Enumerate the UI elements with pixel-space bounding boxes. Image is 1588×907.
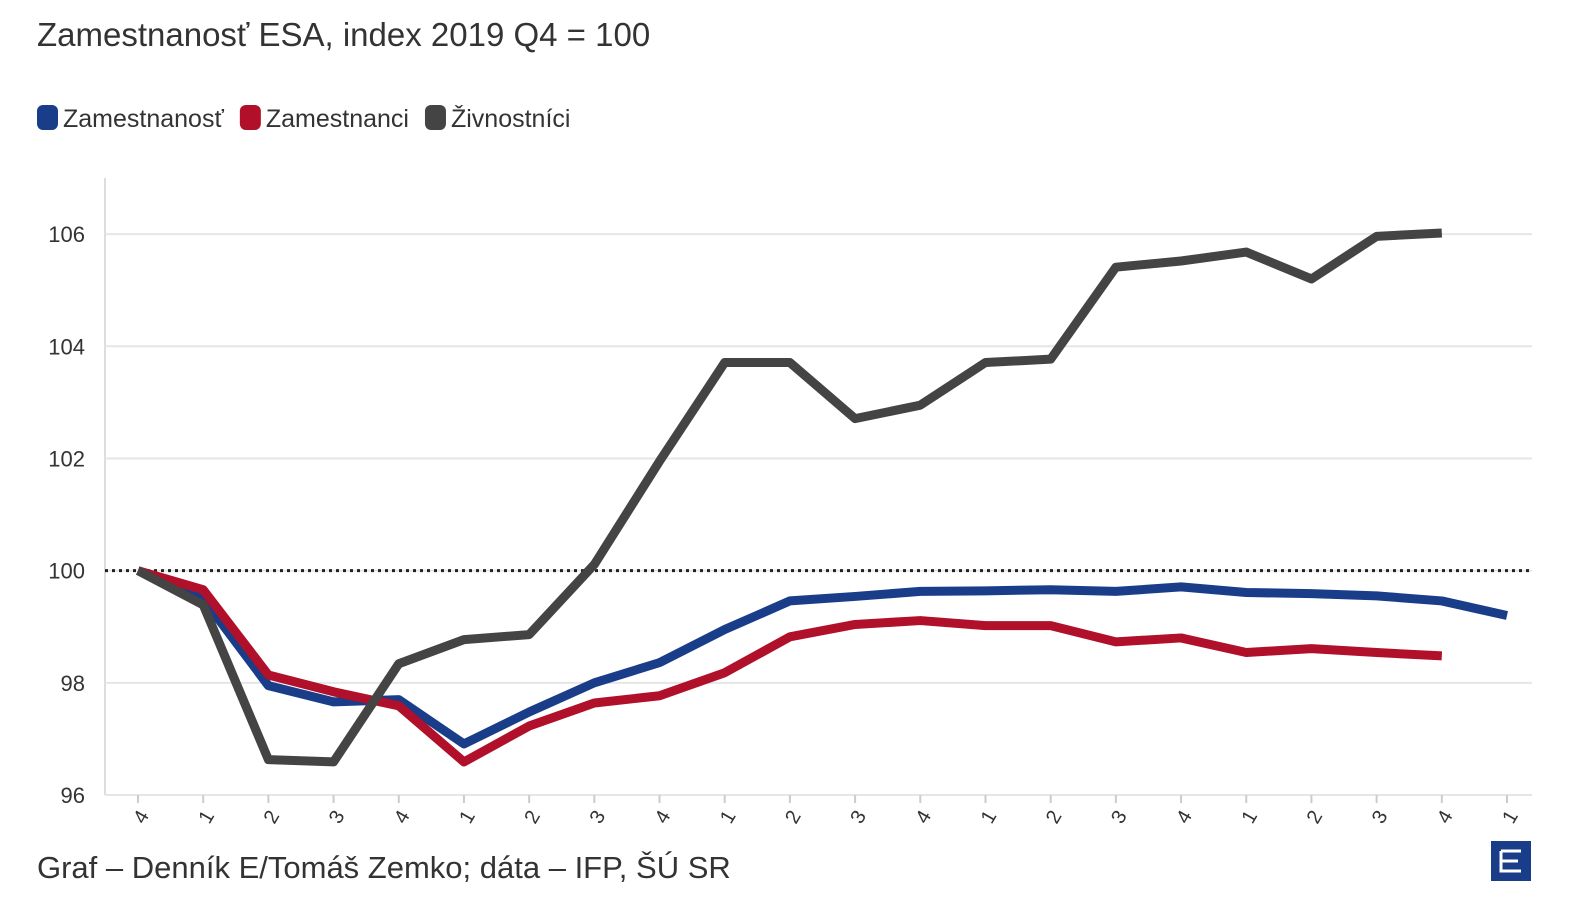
x-tick-label: 2: [260, 807, 285, 828]
y-tick-label: 106: [48, 222, 85, 247]
x-tick-label: 4: [1433, 807, 1458, 828]
x-tick-label: 4: [651, 807, 676, 828]
x-tick-label: 3: [586, 807, 611, 828]
chart-title: Zamestnanosť ESA, index 2019 Q4 = 100: [37, 16, 650, 53]
y-tick-label: 100: [48, 559, 85, 584]
x-tick-label: 4: [912, 807, 937, 828]
x-tick-label: 1: [1238, 807, 1263, 828]
x-tick-label: 1: [716, 807, 741, 828]
x-tick-label: 1: [977, 807, 1002, 828]
series-line: [136, 566, 1443, 767]
x-tick-label: 2: [1042, 807, 1067, 828]
logo: [1491, 841, 1531, 881]
legend-label: Zamestnanci: [266, 105, 409, 133]
x-tick-label: 3: [846, 807, 871, 828]
y-tick-label: 98: [61, 671, 85, 696]
x-tick-label: 3: [1107, 807, 1132, 828]
legend-swatch: [239, 105, 261, 130]
y-tick-label: 96: [61, 783, 85, 808]
x-tick-label: 2: [781, 807, 806, 828]
series-line: [136, 566, 1508, 749]
x-tick-label: 4: [1172, 807, 1197, 828]
x-tick-label: 1: [1498, 807, 1523, 828]
x-tick-label: 3: [1368, 807, 1393, 828]
legend-swatch: [424, 105, 446, 130]
x-tick-label: 2: [1303, 807, 1328, 828]
legend-label: Živnostníci: [451, 104, 570, 133]
x-tick-label: 4: [129, 807, 154, 828]
legend-label: Zamestnanosť: [63, 105, 224, 133]
x-tick-label: 2: [520, 807, 545, 828]
legend: Zamestnanosť Zamestnanci Živnostníci: [37, 104, 570, 133]
x-tick-label: 3: [325, 807, 350, 828]
series-line: [135, 228, 1443, 767]
y-tick-label: 104: [48, 334, 85, 359]
x-tick-label: 1: [455, 807, 480, 828]
y-tick-label: 102: [48, 446, 85, 471]
x-tick-label: 4: [390, 807, 415, 828]
x-tick-label: 1: [194, 807, 219, 828]
footer: Graf – Denník E/Tomáš Zemko; dáta – IFP,…: [37, 850, 731, 885]
legend-swatch: [37, 105, 58, 130]
